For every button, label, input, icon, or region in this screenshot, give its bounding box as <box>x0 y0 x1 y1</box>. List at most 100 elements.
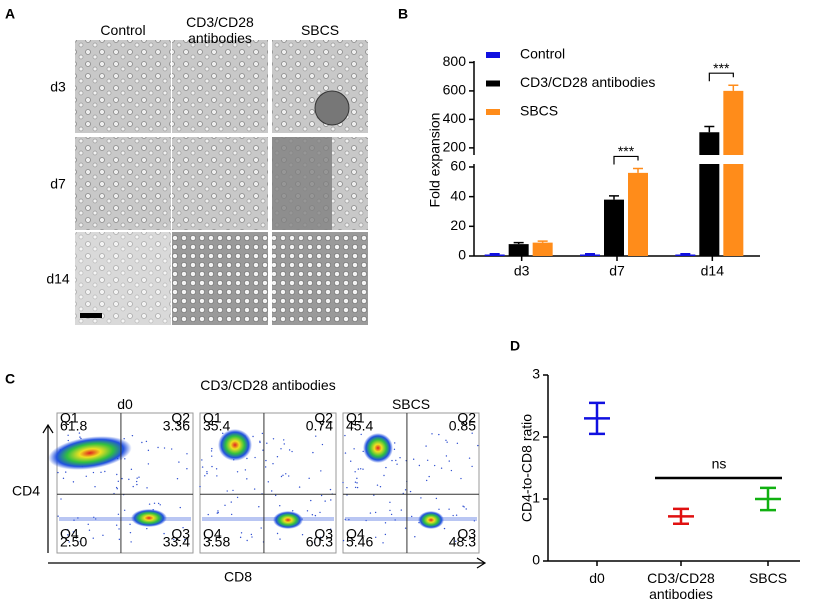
event-dot <box>148 503 151 505</box>
event-dot <box>414 536 416 538</box>
event-dot <box>67 534 69 536</box>
event-dot <box>236 471 239 473</box>
event-dot <box>310 499 312 502</box>
event-dot <box>389 509 391 512</box>
event-dot <box>438 508 440 510</box>
legend-label: Control <box>520 46 565 62</box>
x-tick-label: d3 <box>514 263 530 279</box>
event-dot <box>159 504 161 506</box>
y-axis-label: Fold expansion <box>427 113 443 208</box>
quadrant-value: 45.4 <box>346 418 373 434</box>
event-dot <box>356 482 358 484</box>
event-dot <box>131 434 134 437</box>
event-dot <box>473 530 476 532</box>
event-dot <box>373 494 375 496</box>
quadrant-name: Q4 <box>346 526 365 542</box>
event-dot <box>211 465 213 468</box>
event-dot <box>313 541 316 544</box>
plot-frame <box>342 412 480 554</box>
event-dot <box>123 509 126 512</box>
event-dot <box>360 433 362 436</box>
event-dot <box>321 443 324 446</box>
event-dot <box>383 474 385 477</box>
event-dot <box>130 541 132 543</box>
event-dot <box>217 510 219 512</box>
event-dot <box>399 457 401 459</box>
event-dot <box>77 517 79 519</box>
error-bar <box>760 486 776 512</box>
significance-label: *** <box>713 60 730 76</box>
event-dot <box>460 477 462 480</box>
quadrant-name: Q1 <box>346 410 365 426</box>
event-dot <box>285 473 287 475</box>
event-dot <box>369 512 372 514</box>
bar <box>484 254 505 256</box>
event-dot <box>443 527 446 530</box>
panel-label: D <box>510 338 520 354</box>
event-dot <box>468 457 471 459</box>
event-dot <box>217 511 219 514</box>
event-dot <box>123 438 125 440</box>
event-dot <box>128 478 130 481</box>
error-bar <box>589 401 605 436</box>
event-dot <box>115 486 118 489</box>
event-dot <box>170 448 173 450</box>
quadrant-value: 33.4 <box>163 534 190 550</box>
x-tick-label: d0 <box>589 570 605 586</box>
x-tick-label: d7 <box>609 263 625 279</box>
event-dot <box>354 481 357 483</box>
quadrant-value: 48.3 <box>449 534 476 550</box>
event-dot <box>394 442 396 444</box>
event-dot <box>67 434 69 437</box>
event-dot <box>251 536 253 538</box>
event-dot <box>477 444 479 447</box>
event-dot <box>283 443 285 445</box>
event-dot <box>87 523 89 526</box>
image-row-label: d14 <box>46 271 70 287</box>
event-dot <box>163 447 166 449</box>
event-dot <box>204 475 206 477</box>
event-dot <box>260 527 262 529</box>
event-dot <box>319 511 321 514</box>
event-dot <box>344 434 346 437</box>
quadrant-value: 0.85 <box>449 418 476 434</box>
event-dot <box>428 475 430 478</box>
event-dot <box>163 532 165 535</box>
image-column-label: SBCS <box>300 22 340 38</box>
x-arrow <box>48 557 487 569</box>
event-dot <box>279 538 281 540</box>
event-dot <box>206 470 208 473</box>
event-dot <box>396 463 398 465</box>
event-dot <box>455 514 458 516</box>
event-dot <box>426 459 429 461</box>
event-dot <box>72 531 75 533</box>
event-dot <box>226 490 228 492</box>
event-dot <box>184 538 186 541</box>
event-dot <box>129 523 131 526</box>
panel-label: B <box>398 6 408 22</box>
micrograph <box>75 137 171 230</box>
event-dot <box>246 478 248 480</box>
event-dot <box>280 475 283 478</box>
event-dot <box>88 529 91 531</box>
quadrant-value: 60.3 <box>306 534 333 550</box>
event-dot <box>394 519 396 521</box>
event-dot <box>118 538 121 541</box>
dark-region <box>272 137 332 230</box>
quadrant-value: 0.74 <box>306 418 333 434</box>
event-dot <box>116 473 118 476</box>
event-dot <box>100 471 102 474</box>
event-dot <box>393 448 396 451</box>
y-tick-label: 3 <box>532 366 540 382</box>
quadrant-value: 3.58 <box>203 534 230 550</box>
event-dot <box>94 518 97 520</box>
event-dot <box>199 485 201 488</box>
event-dot <box>232 489 234 492</box>
event-dot <box>216 475 218 477</box>
event-dot <box>344 452 347 454</box>
event-dot <box>471 432 473 434</box>
event-dot <box>418 464 421 467</box>
